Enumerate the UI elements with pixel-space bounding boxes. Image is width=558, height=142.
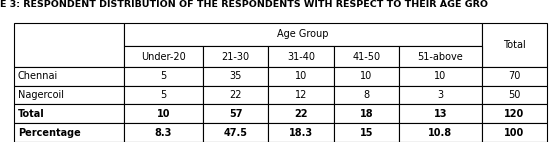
Text: 8: 8	[363, 90, 369, 100]
Bar	[482, 67, 547, 86]
Text: Total: Total	[503, 40, 526, 50]
Text: 3: 3	[437, 90, 443, 100]
Text: 51-above: 51-above	[417, 52, 463, 62]
Bar	[482, 123, 547, 142]
Text: Percentage: Percentage	[18, 128, 80, 138]
Text: 13: 13	[434, 109, 447, 119]
Text: 15: 15	[359, 128, 373, 138]
Bar	[399, 67, 482, 86]
Bar	[399, 46, 482, 67]
Text: 22: 22	[294, 109, 308, 119]
Text: 21-30: 21-30	[222, 52, 250, 62]
Text: 41-50: 41-50	[352, 52, 381, 62]
Bar	[203, 123, 268, 142]
Text: Age Group: Age Group	[277, 29, 329, 39]
Bar	[334, 46, 399, 67]
Text: 5: 5	[160, 90, 167, 100]
Text: 18: 18	[359, 109, 373, 119]
Text: 100: 100	[504, 128, 525, 138]
Text: 10.8: 10.8	[428, 128, 453, 138]
Bar	[203, 86, 268, 105]
Text: 5: 5	[160, 71, 167, 81]
Bar	[124, 46, 203, 67]
Text: Total: Total	[18, 109, 45, 119]
Text: 10: 10	[360, 71, 373, 81]
Bar	[14, 23, 124, 67]
Text: 35: 35	[229, 71, 242, 81]
Text: E 3: RESPONDENT DISTRIBUTION OF THE RESPONDENTS WITH RESPECT TO THEIR AGE GRO: E 3: RESPONDENT DISTRIBUTION OF THE RESP…	[0, 0, 488, 9]
Text: 57: 57	[229, 109, 242, 119]
Text: 120: 120	[504, 109, 525, 119]
Text: 10: 10	[157, 109, 170, 119]
Bar	[268, 86, 334, 105]
Bar	[14, 67, 124, 86]
Bar	[334, 105, 399, 123]
Bar	[268, 105, 334, 123]
Text: 22: 22	[229, 90, 242, 100]
Text: Chennai: Chennai	[18, 71, 58, 81]
Text: 50: 50	[508, 90, 521, 100]
Text: Nagercoil: Nagercoil	[18, 90, 64, 100]
Bar	[203, 67, 268, 86]
Bar	[482, 105, 547, 123]
Text: 31-40: 31-40	[287, 52, 315, 62]
Text: 47.5: 47.5	[224, 128, 248, 138]
Bar	[268, 123, 334, 142]
Bar	[14, 86, 124, 105]
Bar	[399, 105, 482, 123]
Bar	[334, 67, 399, 86]
Bar	[268, 46, 334, 67]
Bar	[334, 123, 399, 142]
Text: 70: 70	[508, 71, 521, 81]
Bar	[482, 86, 547, 105]
Text: 18.3: 18.3	[289, 128, 313, 138]
Bar	[14, 123, 124, 142]
Bar	[399, 86, 482, 105]
Text: 10: 10	[295, 71, 307, 81]
Text: 8.3: 8.3	[155, 128, 172, 138]
Bar	[203, 105, 268, 123]
Bar	[124, 105, 203, 123]
Bar	[124, 123, 203, 142]
Bar	[334, 86, 399, 105]
Bar	[124, 86, 203, 105]
Text: 10: 10	[434, 71, 446, 81]
Bar	[268, 67, 334, 86]
Text: 12: 12	[295, 90, 307, 100]
Bar	[203, 46, 268, 67]
Bar	[482, 23, 547, 67]
Bar	[124, 23, 482, 46]
Bar	[124, 67, 203, 86]
Bar	[399, 123, 482, 142]
Bar	[14, 105, 124, 123]
Text: Under-20: Under-20	[141, 52, 186, 62]
